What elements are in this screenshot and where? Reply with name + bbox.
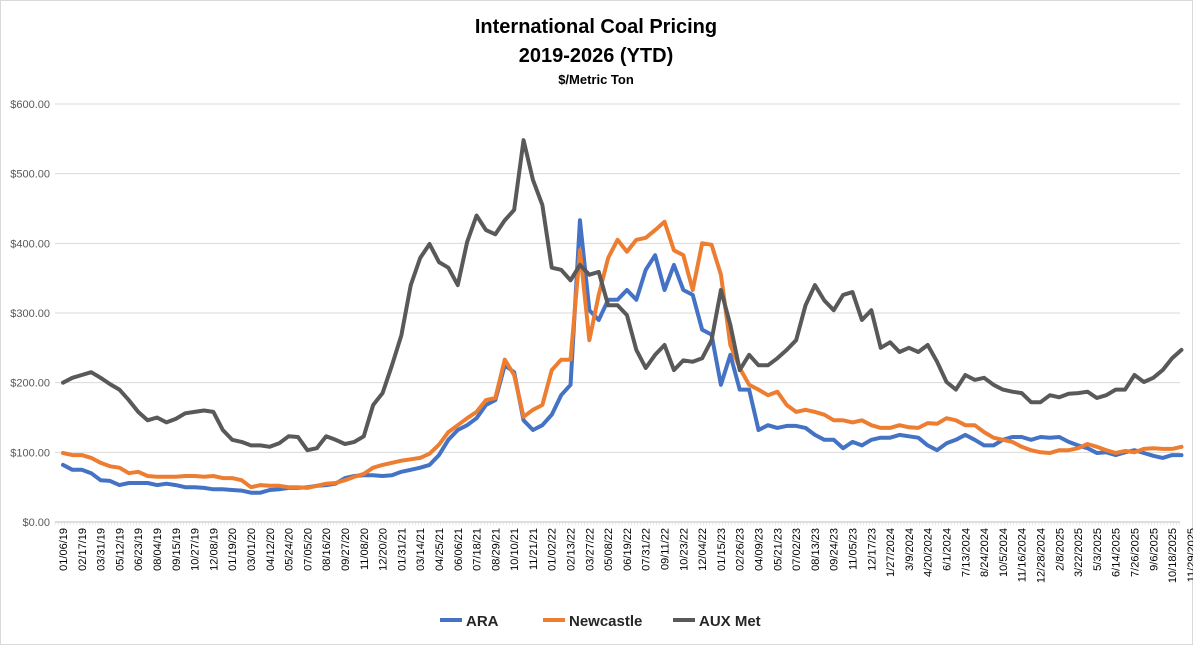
- x-tick-label: 07/31/22: [641, 528, 653, 571]
- x-tick-label: 03/01/20: [246, 528, 258, 571]
- x-tick-label: 6/1/2024: [942, 528, 954, 571]
- x-tick-label: 04/09/23: [754, 528, 766, 571]
- x-tick-label: 09/27/20: [340, 528, 352, 571]
- x-tick-label: 03/14/21: [415, 528, 427, 571]
- chart-subtitle: 2019-2026 (YTD): [519, 45, 674, 67]
- y-axis-unit-label: $/Metric Ton: [558, 72, 634, 87]
- y-tick-label: $400.00: [10, 238, 50, 250]
- x-tick-label: 9/6/2025: [1148, 528, 1160, 571]
- x-tick-label: 12/08/19: [208, 528, 220, 571]
- chart-title: International Coal Pricing: [475, 16, 717, 38]
- x-tick-label: 08/13/23: [810, 528, 822, 571]
- x-tick-label: 11/29/2025: [1186, 528, 1193, 582]
- x-tick-label: 07/05/20: [302, 528, 314, 571]
- x-tick-label: 08/04/19: [152, 528, 164, 571]
- x-tick-label: 02/26/23: [735, 528, 747, 571]
- x-tick-label: 10/5/2024: [998, 528, 1010, 577]
- x-tick-label: 10/27/19: [190, 528, 202, 571]
- x-tick-label: 6/14/2025: [1111, 528, 1123, 577]
- series-line-aux-met: [61, 138, 1184, 453]
- x-tick-label: 05/24/20: [284, 528, 296, 571]
- x-tick-label: 01/31/21: [396, 528, 408, 571]
- x-tick-label: 2/8/2025: [1054, 528, 1066, 571]
- x-tick-label: 05/08/22: [603, 528, 615, 571]
- y-tick-label: $100.00: [10, 447, 50, 459]
- x-tick-label: 7/26/2025: [1129, 528, 1141, 577]
- x-tick-label: 1/27/2024: [885, 528, 897, 577]
- x-tick-label: 3/9/2024: [904, 528, 916, 571]
- y-tick-label: $0.00: [22, 517, 50, 529]
- x-tick-label: 06/19/22: [622, 528, 634, 571]
- x-tick-label: 12/17/23: [866, 528, 878, 571]
- y-tick-label: $500.00: [10, 169, 50, 181]
- x-tick-label: 01/06/19: [58, 528, 70, 571]
- x-tick-label: 10/10/21: [509, 528, 521, 571]
- x-tick-label: 01/15/23: [716, 528, 728, 571]
- x-tick-label: 11/21/21: [528, 528, 540, 570]
- x-tick-label: 8/24/2024: [979, 528, 991, 577]
- x-tick-label: 4/20/2024: [923, 528, 935, 577]
- legend-label: AUX Met: [699, 613, 761, 630]
- y-tick-label: $300.00: [10, 308, 50, 320]
- x-tick-label: 01/02/22: [547, 528, 559, 571]
- x-tick-label: 03/27/22: [584, 528, 596, 571]
- legend-label: Newcastle: [569, 613, 642, 630]
- x-tick-label: 10/18/2025: [1167, 528, 1179, 583]
- x-tick-label: 01/19/20: [227, 528, 239, 571]
- x-tick-label: 06/23/19: [133, 528, 145, 571]
- x-tick-label: 05/21/23: [772, 528, 784, 571]
- x-tick-label: 7/13/2024: [960, 528, 972, 577]
- x-tick-label: 11/08/20: [359, 528, 371, 570]
- x-tick-label: 08/16/20: [321, 528, 333, 571]
- x-tick-label: 06/06/21: [453, 528, 465, 571]
- x-tick-label: 08/29/21: [490, 528, 502, 571]
- series-line-newcastle: [61, 219, 1184, 490]
- x-tick-label: 09/24/23: [829, 528, 841, 571]
- x-tick-label: 03/31/19: [96, 528, 108, 571]
- x-tick-label: 09/11/22: [660, 528, 672, 570]
- x-tick-label: 09/15/19: [171, 528, 183, 571]
- x-tick-label: 11/16/2024: [1017, 528, 1029, 582]
- x-tick-label: 04/12/20: [265, 528, 277, 571]
- x-tick-label: 07/18/21: [472, 528, 484, 571]
- x-tick-label: 02/17/19: [77, 528, 89, 571]
- x-tick-label: 12/20/20: [378, 528, 390, 571]
- x-tick-label: 02/13/22: [566, 528, 578, 571]
- x-tick-label: 05/12/19: [114, 528, 126, 571]
- x-tick-label: 12/28/2024: [1035, 528, 1047, 583]
- x-tick-label: 07/02/23: [791, 528, 803, 571]
- x-tick-label: 11/05/23: [848, 528, 860, 570]
- legend-label: ARA: [466, 613, 499, 630]
- x-tick-label: 3/22/2025: [1073, 528, 1085, 577]
- y-tick-label: $600.00: [10, 99, 50, 111]
- x-tick-label: 5/3/2025: [1092, 528, 1104, 571]
- series-line-ara: [61, 218, 1184, 495]
- x-tick-label: 04/25/21: [434, 528, 446, 571]
- x-tick-label: 10/23/22: [678, 528, 690, 571]
- x-tick-label: 12/04/22: [697, 528, 709, 571]
- y-tick-label: $200.00: [10, 378, 50, 390]
